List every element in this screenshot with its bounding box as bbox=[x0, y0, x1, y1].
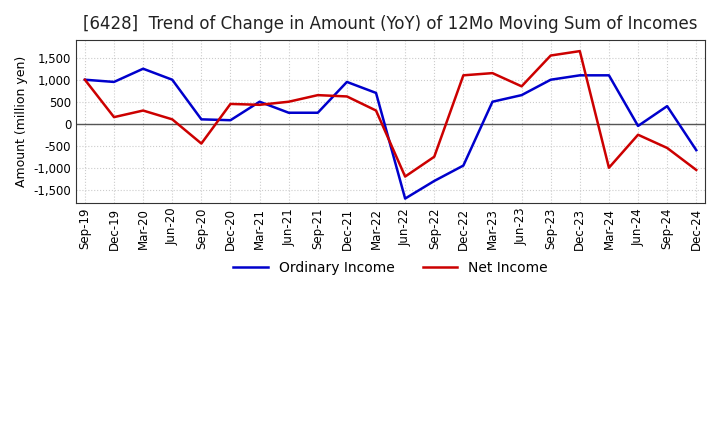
Ordinary Income bbox=[401, 196, 410, 201]
Net Income bbox=[488, 70, 497, 76]
Ordinary Income bbox=[226, 117, 235, 123]
Y-axis label: Amount (million yen): Amount (million yen) bbox=[15, 56, 28, 187]
Title: [6428]  Trend of Change in Amount (YoY) of 12Mo Moving Sum of Incomes: [6428] Trend of Change in Amount (YoY) o… bbox=[84, 15, 698, 33]
Net Income bbox=[517, 84, 526, 89]
Ordinary Income bbox=[81, 77, 89, 82]
Net Income bbox=[401, 174, 410, 179]
Net Income bbox=[663, 145, 672, 150]
Line: Ordinary Income: Ordinary Income bbox=[85, 69, 696, 198]
Net Income bbox=[284, 99, 293, 104]
Ordinary Income bbox=[459, 163, 468, 168]
Ordinary Income bbox=[546, 77, 555, 82]
Net Income bbox=[372, 108, 380, 113]
Ordinary Income bbox=[256, 99, 264, 104]
Ordinary Income bbox=[575, 73, 584, 78]
Net Income bbox=[313, 92, 322, 98]
Net Income bbox=[546, 53, 555, 58]
Legend: Ordinary Income, Net Income: Ordinary Income, Net Income bbox=[228, 256, 554, 281]
Net Income bbox=[692, 167, 701, 172]
Ordinary Income bbox=[313, 110, 322, 115]
Ordinary Income bbox=[109, 79, 118, 84]
Net Income bbox=[634, 132, 642, 137]
Net Income bbox=[459, 73, 468, 78]
Ordinary Income bbox=[284, 110, 293, 115]
Net Income bbox=[197, 141, 206, 146]
Ordinary Income bbox=[372, 90, 380, 95]
Ordinary Income bbox=[197, 117, 206, 122]
Ordinary Income bbox=[430, 178, 438, 183]
Ordinary Income bbox=[488, 99, 497, 104]
Net Income bbox=[575, 48, 584, 54]
Net Income bbox=[109, 114, 118, 120]
Ordinary Income bbox=[343, 79, 351, 84]
Net Income bbox=[168, 117, 176, 122]
Net Income bbox=[139, 108, 148, 113]
Ordinary Income bbox=[634, 123, 642, 128]
Ordinary Income bbox=[517, 92, 526, 98]
Ordinary Income bbox=[663, 103, 672, 109]
Net Income bbox=[226, 101, 235, 106]
Ordinary Income bbox=[605, 73, 613, 78]
Net Income bbox=[81, 77, 89, 82]
Net Income bbox=[430, 154, 438, 159]
Line: Net Income: Net Income bbox=[85, 51, 696, 176]
Ordinary Income bbox=[139, 66, 148, 71]
Net Income bbox=[605, 165, 613, 170]
Net Income bbox=[256, 102, 264, 107]
Net Income bbox=[343, 94, 351, 99]
Ordinary Income bbox=[168, 77, 176, 82]
Ordinary Income bbox=[692, 147, 701, 153]
